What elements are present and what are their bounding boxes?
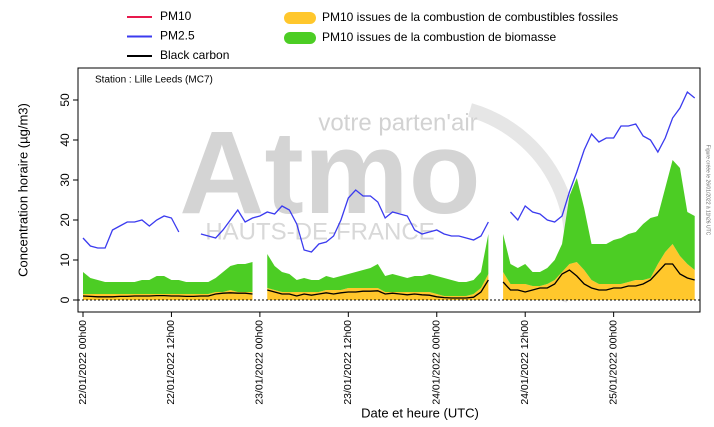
annotation: Station : Lille Leeds (MC7) (95, 75, 213, 86)
y-tick-label: 40 (58, 133, 72, 147)
areas (83, 160, 695, 300)
x-tick-label: 23/01/2022 12h00 (342, 320, 354, 405)
y-tick-label: 50 (58, 93, 72, 107)
watermark-text: HAUTS-DE-FRANCE (205, 218, 434, 245)
plot-frame (77, 67, 701, 313)
x-tick-label: 23/01/2022 00h00 (254, 320, 266, 405)
watermark: votre parten'air Atmo HAUTS-DE-FRANCE (179, 103, 579, 303)
line (82, 90, 696, 253)
y-axis-label: Concentration horaire (µg/m3) (15, 103, 30, 277)
watermark-logo: Atmo (179, 107, 481, 239)
area (83, 244, 695, 300)
x-tick-label: 25/01/2022 00h00 (607, 320, 619, 405)
area (83, 160, 695, 296)
legend-label: Black carbon (160, 48, 229, 62)
legend-swatch (284, 12, 316, 24)
legend-label: PM10 issues de la combustion de biomasse (322, 30, 556, 44)
legend-swatch (284, 32, 316, 44)
y-tick-label: 0 (58, 296, 72, 303)
x-tick-label: 22/01/2022 00h00 (77, 320, 89, 405)
watermark-text: votre parten'air (318, 109, 477, 136)
y-tick-label: 20 (58, 213, 72, 227)
y-tick-label: 30 (58, 173, 72, 187)
credit: Figure créée le 26/01/2022 à 11h26 UTC (705, 145, 711, 236)
legend-label: PM10 (160, 9, 192, 23)
legend-label: PM10 issues de la combustion de combusti… (322, 10, 618, 24)
x-axis-label: Date et heure (UTC) (361, 405, 479, 420)
x-tick-label: 24/01/2022 12h00 (519, 320, 531, 405)
x-tick-label: 24/01/2022 00h00 (431, 320, 443, 405)
y-tick-label: 10 (58, 253, 72, 267)
line (82, 263, 695, 299)
legend-label: PM2.5 (160, 29, 195, 43)
x-tick-label: 22/01/2022 12h00 (165, 320, 177, 405)
